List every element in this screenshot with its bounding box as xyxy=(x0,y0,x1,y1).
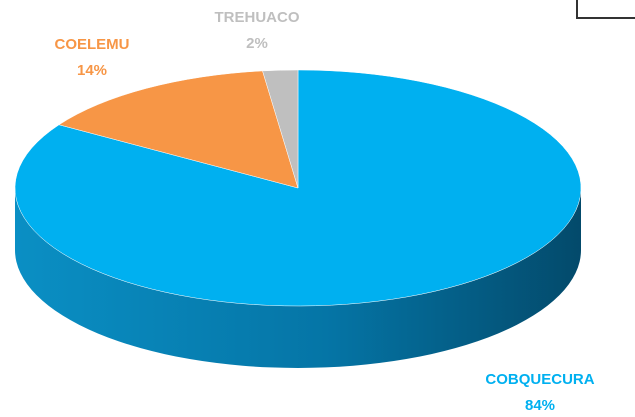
slice-value: 84% xyxy=(525,397,555,414)
slice-label: COBQUECURA xyxy=(485,371,594,388)
pie-slice xyxy=(58,70,299,189)
pie-slice xyxy=(262,69,299,189)
slice-value: 14% xyxy=(77,62,107,79)
slice-label: TREHUACO xyxy=(215,9,300,26)
slice-value: 2% xyxy=(246,35,268,52)
slice-label: COELEMU xyxy=(55,36,130,53)
pie-side xyxy=(15,188,581,368)
frame-corner xyxy=(576,0,635,19)
